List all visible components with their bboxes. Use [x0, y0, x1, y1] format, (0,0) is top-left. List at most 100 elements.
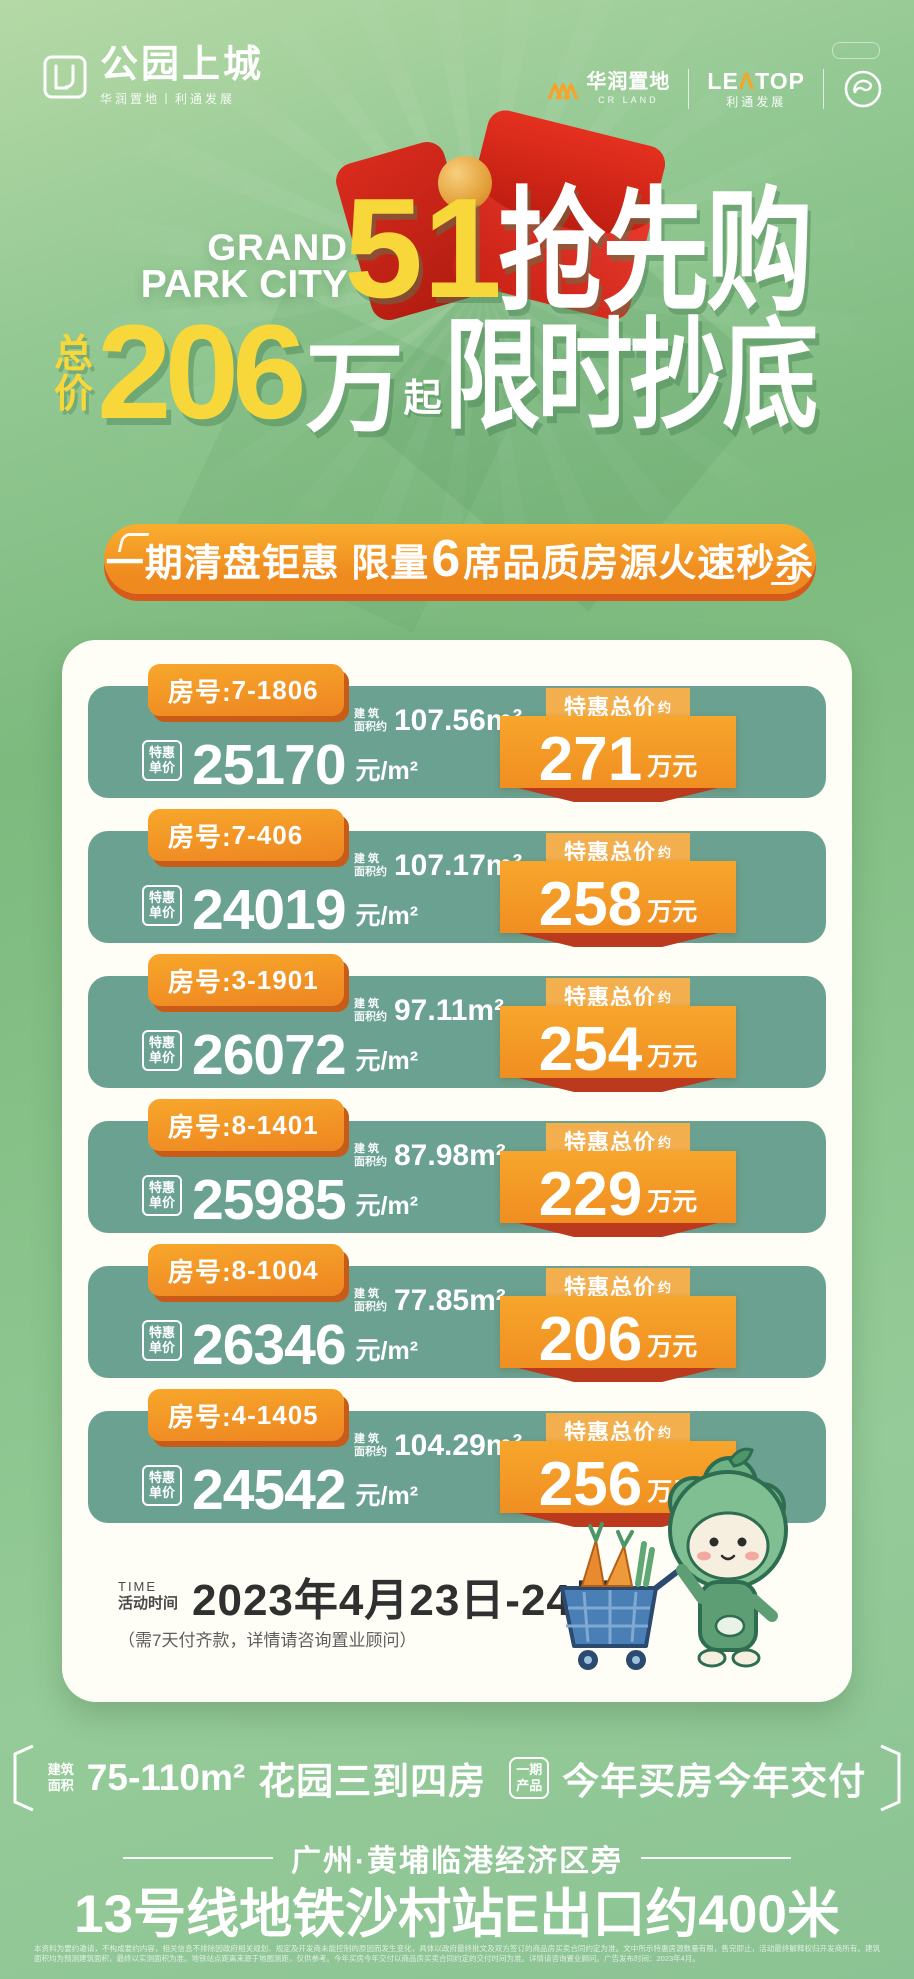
time-cn: 活动时间	[118, 1594, 179, 1612]
header: 公园上城 华润置地丨利通发展 华润置地 CR LAND LEΛTOP 利通发展	[42, 42, 884, 110]
unit-price-value: 24542	[192, 1457, 347, 1522]
room-prefix: 房号:	[168, 676, 232, 707]
ribbon-fold	[518, 1078, 718, 1092]
listings: 房号: 7-1806 建 筑 面积约 107.56m² 特惠 单价 25170 元…	[62, 640, 852, 1527]
room-number-tag: 房号: 4-1405	[148, 1389, 344, 1441]
leatop-top: TOP	[755, 68, 805, 95]
phase-l1: 一期	[516, 1762, 543, 1778]
unit-price-value: 26346	[192, 1312, 347, 1377]
area-value: 77.85m²	[394, 1284, 506, 1317]
brand-english-name: GRAND PARK CITY	[141, 229, 348, 304]
room-number: 7-1806	[231, 674, 319, 705]
total-header-text: 特惠总价	[563, 1130, 656, 1155]
partner-logos: 华润置地 CR LAND LEΛTOP 利通发展	[547, 42, 884, 110]
ribbon-fold	[518, 1368, 718, 1382]
mascot-character	[668, 1447, 788, 1668]
ribbon-fold	[518, 788, 718, 802]
total-price-unit: 万元	[647, 1188, 698, 1216]
area-label-l2: 面积约	[354, 1156, 387, 1168]
total-about-text: 约	[658, 1424, 673, 1440]
area-value: 97.11m²	[394, 994, 505, 1027]
total-price-unit: 万元	[647, 1333, 698, 1361]
unit-badge-l1: 特惠	[149, 1179, 176, 1195]
area-label: 建 筑 面积约	[354, 998, 387, 1024]
area-group: 建 筑 面积约 97.11m²	[354, 994, 504, 1028]
room-number-tag: 房号: 7-406	[148, 809, 344, 861]
phase-l2: 产品	[516, 1778, 543, 1793]
listing-row: 房号: 7-1806 建 筑 面积约 107.56m² 特惠 单价 25170 元…	[88, 664, 826, 802]
area-mini-label: 建筑 面积	[48, 1762, 74, 1793]
area-label-l1: 建 筑	[354, 707, 380, 720]
district-text: 广州·黄埔临港经济区旁	[291, 1845, 623, 1878]
banner-seg1: 一期清盘钜惠 限量	[105, 542, 430, 585]
unit-badge-l2: 单价	[149, 1485, 176, 1501]
area-group: 建 筑 面积约 104.29m²	[354, 1429, 522, 1463]
divider-line	[123, 1857, 273, 1859]
total-about-text: 约	[658, 844, 673, 860]
event-time-label: TIME 活动时间	[118, 1579, 178, 1614]
unit-price-badge: 特惠 单价	[142, 1319, 183, 1361]
gold-coin-decoration	[438, 156, 492, 210]
total-price-ribbon: 特惠总价 约 206 万元	[500, 1262, 736, 1384]
area-label-l1: 建 筑	[354, 1287, 380, 1300]
region-pill-badge	[832, 42, 880, 59]
room-number-tag: 房号: 7-1806	[148, 664, 344, 716]
leatop-le: LE	[707, 68, 739, 95]
quote-mark-icon	[117, 533, 150, 552]
cr-land-logo: 华润置地 CR LAND	[547, 72, 670, 105]
unit-price-group: 特惠 单价 26072 元/m²	[142, 1022, 418, 1087]
unit-price-suffix: 元/m²	[355, 902, 419, 930]
area-group: 建 筑 面积约 107.56m²	[354, 704, 522, 738]
unit-badge-l2: 单价	[149, 760, 176, 776]
total-header-text: 特惠总价	[563, 1275, 656, 1300]
divider	[688, 69, 690, 109]
total-header-text: 特惠总价	[563, 840, 656, 865]
room-number-tag: 房号: 3-1901	[148, 954, 344, 1006]
jia-char: 价	[54, 373, 94, 417]
total-price-header: 特惠总价 约	[546, 978, 690, 1014]
total-price-box: 271 万元	[500, 716, 736, 791]
unit-badge-l1: 特惠	[149, 1324, 176, 1340]
unit-price-group: 特惠 单价 24542 元/m²	[142, 1457, 418, 1522]
delivery-text: 今年买房今年交付	[562, 1761, 867, 1802]
price-206: 206	[97, 298, 307, 447]
total-price-value: 229	[538, 1160, 643, 1230]
unit-price-badge: 特惠 单价	[142, 1029, 183, 1071]
area-label-l1: 建 筑	[354, 1142, 380, 1155]
room-number: 8-1004	[231, 1254, 319, 1285]
unit-price-badge: 特惠 单价	[142, 739, 183, 781]
leatop-logo: LEΛTOP 利通发展	[707, 69, 805, 109]
unit-badge-l2: 单价	[149, 905, 176, 921]
room-number: 4-1405	[231, 1399, 319, 1430]
unit-price-group: 特惠 单价 25985 元/m²	[142, 1171, 418, 1228]
area-mini-l2: 面积	[47, 1778, 74, 1793]
leatop-sub: 利通发展	[726, 95, 787, 110]
area-group: 建 筑 面积约 107.17m²	[354, 849, 522, 883]
unit-badge-l2: 单价	[149, 1340, 176, 1356]
area-group: 建 筑 面积约 77.85m²	[354, 1284, 506, 1318]
unit-price-suffix: 元/m²	[355, 1337, 419, 1365]
room-number-tag: 房号: 8-1401	[148, 1099, 344, 1151]
unit-price-group: 特惠 单价 26346 元/m²	[142, 1312, 419, 1377]
area-label-l2: 面积约	[354, 721, 387, 733]
area-label: 建 筑 面积约	[354, 1433, 387, 1459]
cr-land-mountains-icon	[547, 83, 579, 100]
metro-line: 13号线地铁沙村站E出口约400米	[74, 1885, 840, 1944]
total-price-box: 258 万元	[500, 861, 736, 940]
zong-char: 总	[54, 332, 94, 376]
brand-name: 公园上城	[100, 44, 265, 86]
unit-price-value: 24019	[192, 877, 347, 942]
unit-price-badge: 特惠 单价	[142, 1464, 183, 1506]
total-price-ribbon: 特惠总价 约 271 万元	[500, 682, 736, 804]
unit-price-value: 26072	[192, 1022, 347, 1087]
qi-from: 起	[403, 377, 442, 420]
district-line: 广州·黄埔临港经济区旁	[0, 1836, 914, 1880]
total-price-value: 258	[538, 870, 643, 940]
total-price-value: 206	[538, 1305, 643, 1375]
banner-seg2: 席品质房源火速秒杀	[463, 542, 815, 585]
unit-price-value: 25170	[192, 732, 347, 797]
total-price-box: 206 万元	[500, 1296, 736, 1375]
area-label: 建 筑 面积约	[354, 1143, 387, 1169]
total-price-box: 254 万元	[500, 1006, 736, 1081]
